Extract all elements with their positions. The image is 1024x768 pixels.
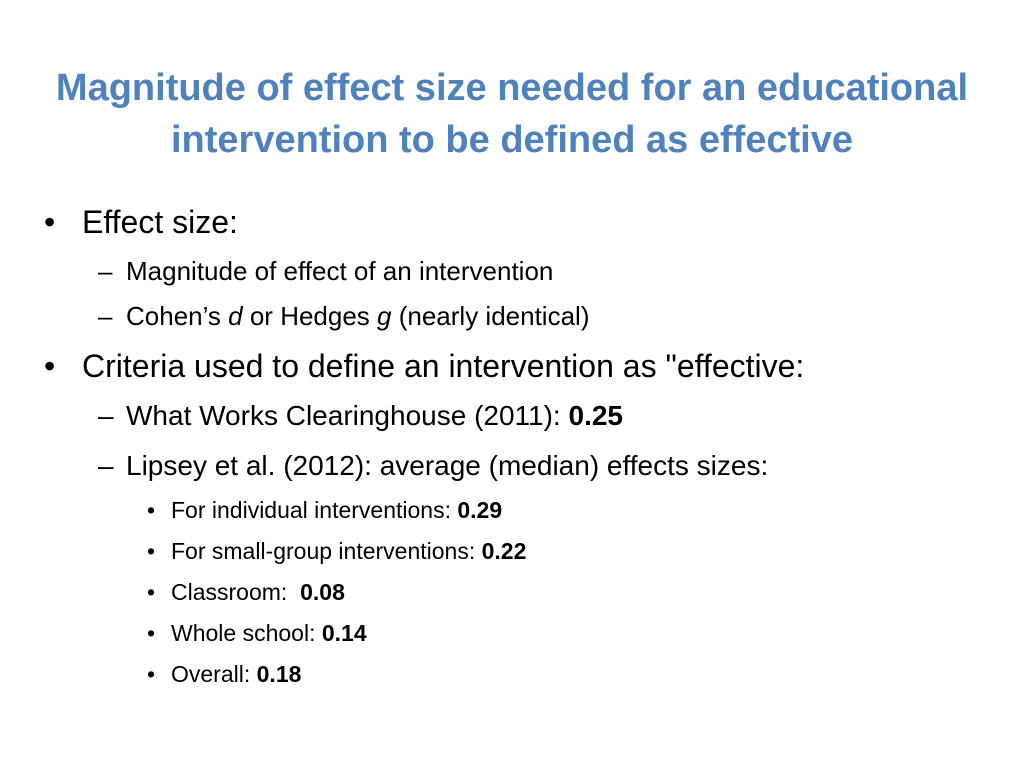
dash-marker: – xyxy=(98,256,113,286)
subitem-text: Lipsey et al. (2012): average (median) e… xyxy=(126,450,769,481)
wwc-value: 0.25 xyxy=(568,400,624,431)
whole-school-value: 0.14 xyxy=(321,620,367,646)
bullet-criteria: • Criteria used to define an interventio… xyxy=(44,348,805,385)
detail-overall: • Overall: 0.18 xyxy=(147,661,301,688)
cohen-prefix: Cohen’s xyxy=(126,301,229,331)
wwc-label: What Works Clearinghouse (2011): xyxy=(126,400,569,431)
dash-marker: – xyxy=(98,400,114,431)
bullet-marker: • xyxy=(44,204,56,240)
bullet-marker: • xyxy=(44,348,56,384)
title-line-2: intervention to be defined as effective xyxy=(170,119,854,161)
bullet-marker: • xyxy=(147,538,156,564)
title-line-1: Magnitude of effect size needed for an e… xyxy=(55,67,969,109)
detail-small-group: • For small-group interventions: 0.22 xyxy=(147,538,526,565)
cohen-mid: or Hedges xyxy=(242,301,378,331)
individual-label: For individual interventions: xyxy=(171,497,458,523)
bullet-marker: • xyxy=(147,497,156,523)
cohen-d: d xyxy=(228,301,243,331)
detail-text: For small-group interventions: 0.22 xyxy=(171,538,526,564)
classroom-value: 0.08 xyxy=(300,579,345,605)
overall-value: 0.18 xyxy=(256,661,302,687)
bullet-marker: • xyxy=(147,579,156,605)
hedges-g: g xyxy=(377,301,392,331)
dash-marker: – xyxy=(98,301,113,331)
subitem-text: What Works Clearinghouse (2011): 0.25 xyxy=(126,400,623,431)
cohen-suffix: (nearly identical) xyxy=(391,301,590,331)
subitem-text: Magnitude of effect of an intervention xyxy=(126,256,554,286)
detail-text: Whole school: 0.14 xyxy=(171,620,367,646)
whole-school-label: Whole school: xyxy=(171,620,322,646)
bullet-text: Criteria used to define an intervention … xyxy=(82,348,805,384)
subitem-text: Cohen’s d or Hedges g (nearly identical) xyxy=(126,301,589,331)
small-group-label: For small-group interventions: xyxy=(171,538,482,564)
detail-classroom: • Classroom: 0.08 xyxy=(147,579,345,606)
bullet-text: Effect size: xyxy=(82,204,238,240)
detail-text: For individual interventions: 0.29 xyxy=(171,497,502,523)
detail-individual: • For individual interventions: 0.29 xyxy=(147,497,502,524)
bullet-effect-size: • Effect size: xyxy=(44,204,238,241)
bullet-marker: • xyxy=(147,661,156,687)
dash-marker: – xyxy=(98,450,114,481)
small-group-value: 0.22 xyxy=(481,538,527,564)
classroom-label: Classroom: xyxy=(171,579,301,605)
detail-text: Classroom: 0.08 xyxy=(171,579,345,605)
slide-title: Magnitude of effect size needed for an e… xyxy=(0,62,1024,166)
detail-text: Overall: 0.18 xyxy=(171,661,301,687)
subitem-magnitude: – Magnitude of effect of an intervention xyxy=(98,256,554,287)
detail-whole-school: • Whole school: 0.14 xyxy=(147,620,367,647)
subitem-wwc: – What Works Clearinghouse (2011): 0.25 xyxy=(98,400,623,432)
bullet-marker: • xyxy=(147,620,156,646)
individual-value: 0.29 xyxy=(457,497,503,523)
subitem-cohen: – Cohen’s d or Hedges g (nearly identica… xyxy=(98,301,589,332)
subitem-lipsey: – Lipsey et al. (2012): average (median)… xyxy=(98,450,769,482)
overall-label: Overall: xyxy=(171,661,257,687)
